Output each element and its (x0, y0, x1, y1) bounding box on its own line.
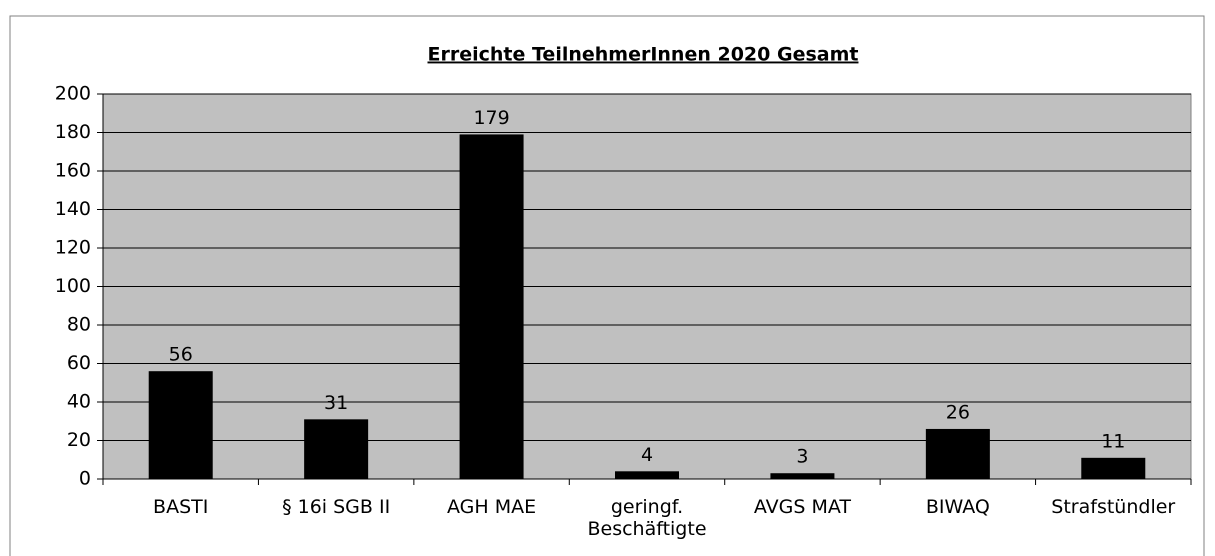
bar (615, 471, 679, 479)
y-tick-label: 20 (67, 429, 91, 451)
x-tick-label: § 16i SGB II (282, 496, 391, 518)
data-label: 11 (1101, 430, 1125, 452)
bar (770, 473, 835, 479)
y-tick-label: 60 (67, 352, 91, 374)
y-tick-label: 120 (55, 237, 91, 259)
y-tick-label: 40 (67, 391, 91, 413)
chart-title: Erreichte TeilnehmerInnen 2020 Gesamt (428, 44, 859, 66)
bar (148, 371, 213, 479)
data-label: 31 (324, 392, 348, 414)
bar (925, 428, 990, 479)
x-tick-label: AGH MAE (447, 496, 537, 518)
x-tick-label: Strafstündler (1051, 496, 1176, 518)
x-tick-label: BIWAQ (925, 496, 990, 518)
bar (1081, 457, 1146, 479)
data-label: 179 (473, 107, 509, 129)
x-tick-label: geringf. Beschäftigte (587, 496, 707, 540)
data-label: 56 (169, 344, 193, 366)
data-label: 3 (796, 446, 808, 468)
bar (459, 134, 524, 480)
y-tick-label: 0 (79, 468, 91, 490)
y-tick-label: 160 (55, 160, 91, 182)
bar (304, 419, 369, 479)
y-tick-label: 140 (55, 198, 91, 220)
data-label: 4 (641, 444, 653, 466)
y-tick-label: 100 (55, 275, 91, 297)
y-tick-label: 200 (55, 83, 91, 105)
y-tick-label: 80 (67, 314, 91, 336)
x-tick-label: BASTI (153, 496, 209, 518)
data-label: 26 (946, 401, 970, 423)
y-tick-label: 180 (55, 121, 91, 143)
x-tick-label: AVGS MAT (753, 496, 851, 518)
